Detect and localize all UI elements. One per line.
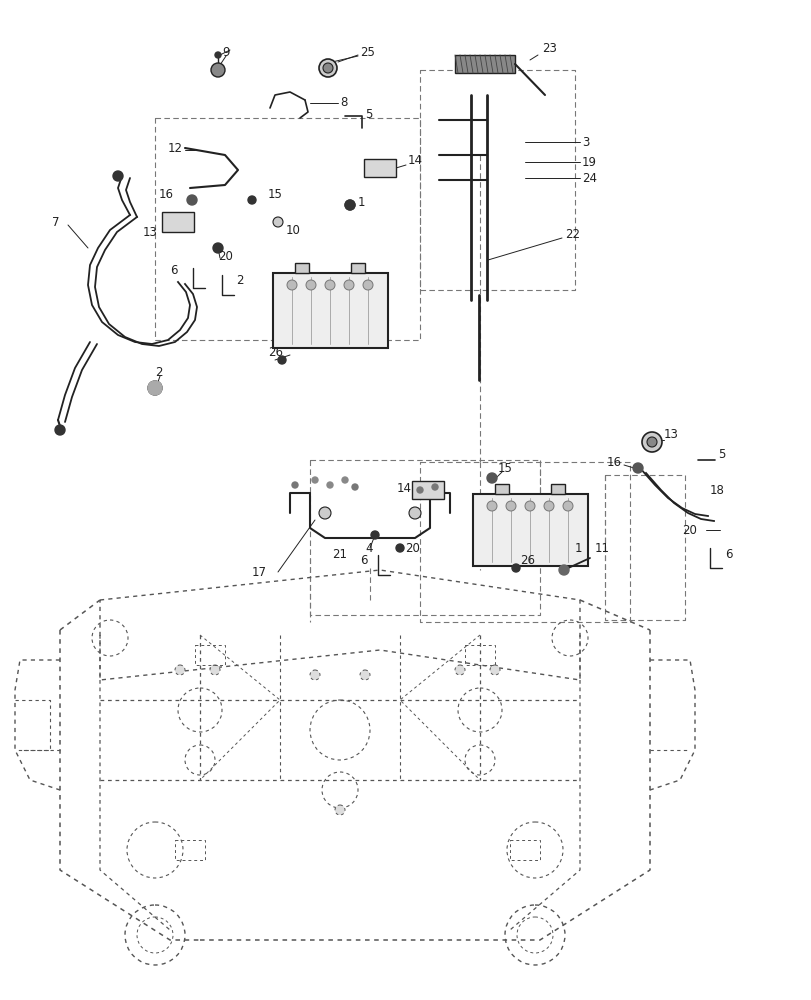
- Text: 11: 11: [594, 542, 609, 554]
- Circle shape: [341, 477, 348, 483]
- Bar: [363, 159, 396, 177]
- Circle shape: [489, 665, 500, 675]
- Circle shape: [211, 63, 225, 77]
- Circle shape: [335, 805, 345, 815]
- Text: 26: 26: [268, 346, 283, 359]
- Bar: [162, 212, 194, 232]
- Circle shape: [562, 501, 573, 511]
- Text: 22: 22: [564, 229, 579, 241]
- Circle shape: [525, 501, 534, 511]
- Text: 18: 18: [709, 484, 724, 496]
- Text: 10: 10: [285, 224, 301, 236]
- Text: 7: 7: [52, 216, 59, 229]
- Text: 13: 13: [663, 428, 678, 442]
- Text: 12: 12: [168, 142, 182, 155]
- Bar: [350, 263, 365, 273]
- Circle shape: [431, 484, 437, 490]
- Text: 2: 2: [236, 273, 243, 286]
- Circle shape: [247, 196, 255, 204]
- Text: 26: 26: [519, 554, 534, 566]
- Bar: [411, 481, 444, 499]
- Text: 24: 24: [581, 172, 596, 185]
- Circle shape: [212, 243, 223, 253]
- Text: 16: 16: [607, 456, 621, 468]
- Text: 15: 15: [497, 462, 513, 475]
- Bar: [175, 840, 204, 860]
- Text: 23: 23: [541, 42, 556, 55]
- Text: 4: 4: [365, 542, 372, 554]
- Bar: [465, 645, 495, 665]
- Text: 5: 5: [365, 108, 372, 121]
- Bar: [294, 263, 309, 273]
- Circle shape: [646, 437, 656, 447]
- Circle shape: [363, 280, 372, 290]
- Circle shape: [319, 507, 331, 519]
- Text: 8: 8: [340, 96, 347, 109]
- Text: 20: 20: [217, 249, 233, 262]
- Circle shape: [642, 432, 661, 452]
- Circle shape: [505, 501, 515, 511]
- Circle shape: [311, 477, 318, 483]
- Circle shape: [417, 487, 423, 493]
- Circle shape: [319, 59, 337, 77]
- Circle shape: [543, 501, 553, 511]
- Bar: [272, 273, 388, 348]
- Text: 15: 15: [268, 188, 282, 202]
- Circle shape: [286, 280, 297, 290]
- Circle shape: [512, 564, 519, 572]
- Text: 17: 17: [251, 566, 267, 578]
- Text: 1: 1: [574, 542, 581, 554]
- Text: 6: 6: [170, 263, 178, 276]
- Circle shape: [187, 195, 197, 205]
- Circle shape: [324, 280, 335, 290]
- Bar: [473, 494, 587, 566]
- Circle shape: [55, 425, 65, 435]
- Text: 6: 6: [724, 548, 732, 562]
- Circle shape: [558, 565, 569, 575]
- Text: 1: 1: [358, 196, 365, 209]
- Circle shape: [215, 52, 221, 58]
- Circle shape: [487, 473, 496, 483]
- Text: 3: 3: [581, 136, 589, 149]
- Circle shape: [113, 171, 122, 181]
- Bar: [509, 840, 539, 860]
- Circle shape: [310, 670, 320, 680]
- Circle shape: [487, 501, 496, 511]
- Bar: [495, 484, 508, 494]
- Bar: [195, 645, 225, 665]
- Circle shape: [359, 670, 370, 680]
- Circle shape: [396, 544, 404, 552]
- Circle shape: [210, 665, 220, 675]
- Circle shape: [277, 356, 285, 364]
- Circle shape: [272, 217, 283, 227]
- Circle shape: [306, 280, 315, 290]
- Text: 25: 25: [359, 46, 375, 59]
- Text: 19: 19: [581, 156, 596, 169]
- Text: 9: 9: [221, 46, 230, 59]
- Circle shape: [327, 482, 333, 488]
- Circle shape: [344, 280, 354, 290]
- Circle shape: [148, 381, 162, 395]
- Text: 5: 5: [717, 448, 724, 462]
- Circle shape: [323, 63, 333, 73]
- Text: 2: 2: [155, 365, 162, 378]
- Circle shape: [175, 665, 185, 675]
- Circle shape: [454, 665, 465, 675]
- Bar: [551, 484, 564, 494]
- Circle shape: [345, 200, 354, 210]
- Text: 13: 13: [143, 226, 158, 238]
- Bar: [454, 55, 514, 73]
- Text: 20: 20: [405, 542, 419, 554]
- Text: 20: 20: [681, 524, 696, 536]
- Text: 16: 16: [159, 188, 174, 202]
- Circle shape: [292, 482, 298, 488]
- Text: 14: 14: [397, 482, 411, 494]
- Circle shape: [371, 531, 379, 539]
- Circle shape: [633, 463, 642, 473]
- Circle shape: [409, 507, 420, 519]
- Text: 6: 6: [360, 554, 367, 566]
- Text: 21: 21: [332, 548, 346, 560]
- Circle shape: [351, 484, 358, 490]
- Text: 14: 14: [407, 154, 423, 167]
